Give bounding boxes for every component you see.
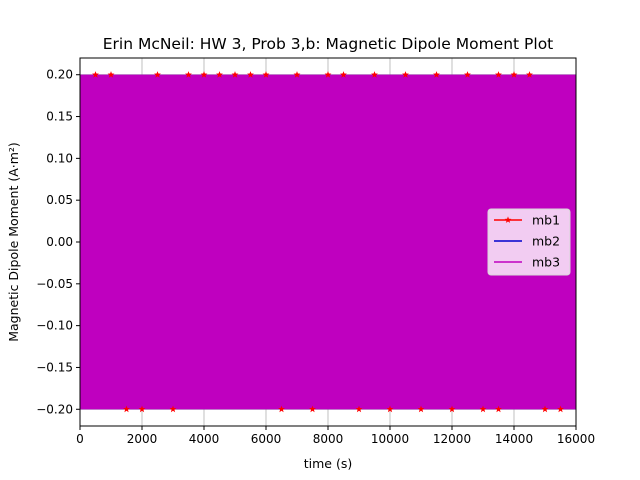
marker-mb1 xyxy=(464,71,471,78)
marker-mb1 xyxy=(495,405,502,413)
marker-mb1 xyxy=(448,405,456,413)
legend-marker-mb1 xyxy=(504,216,512,223)
marker-mb1 xyxy=(138,405,146,413)
marker-mb1 xyxy=(92,71,99,78)
marker-mb1 xyxy=(541,405,549,413)
marker-mb1 xyxy=(309,405,316,413)
y-tick-label: −0.15 xyxy=(36,360,73,374)
x-tick-label: 14000 xyxy=(495,432,533,446)
legend-box xyxy=(487,208,571,276)
marker-mb1 xyxy=(324,71,332,78)
marker-mb1 xyxy=(355,405,363,413)
legend-entry-mb2: mb2 xyxy=(494,234,560,249)
marker-mb1 xyxy=(293,71,301,78)
x-tick-label: 12000 xyxy=(433,432,471,446)
marker-mb1 xyxy=(185,71,192,78)
marker-mb1 xyxy=(216,71,223,78)
x-tick-label: 6000 xyxy=(251,432,282,446)
marker-mb1 xyxy=(402,71,409,78)
x-tick-label: 4000 xyxy=(189,432,220,446)
y-tick-label: 0.20 xyxy=(46,68,73,82)
marker-mb1 xyxy=(557,405,564,413)
marker-mb1 xyxy=(247,71,254,78)
marker-mb1 xyxy=(278,405,285,413)
x-tick-label: 0 xyxy=(76,432,84,446)
marker-mb1 xyxy=(526,71,533,78)
marker-mb1 xyxy=(386,405,394,413)
x-tick-label: 2000 xyxy=(127,432,158,446)
marker-mb1 xyxy=(169,405,177,413)
x-tick-label: 10000 xyxy=(371,432,409,446)
marker-mb1 xyxy=(479,405,487,413)
marker-mb1 xyxy=(123,405,130,413)
x-tick-label: 16000 xyxy=(557,432,595,446)
y-tick-label: −0.10 xyxy=(36,319,73,333)
legend-entry-mb1: mb1 xyxy=(494,213,560,228)
legend-entry-mb3: mb3 xyxy=(494,255,560,270)
x-tick-label: 8000 xyxy=(313,432,344,446)
y-tick-label: 0.15 xyxy=(46,110,73,124)
x-axis: 0 2000 4000 6000 8000 10000 12000 14000 16000 xyxy=(76,426,595,446)
chart-title: Erin McNeil: HW 3, Prob 3,b: Magnetic Di… xyxy=(103,35,554,53)
y-tick-label: −0.20 xyxy=(36,402,73,416)
y-tick-label: 0.10 xyxy=(46,151,73,165)
y-tick-label: −0.05 xyxy=(36,277,73,291)
marker-mb1 xyxy=(340,71,347,78)
marker-mb1 xyxy=(433,71,440,78)
legend-label-mb1: mb1 xyxy=(532,213,560,228)
marker-mb1 xyxy=(417,405,425,413)
marker-mb1 xyxy=(107,71,115,78)
y-tick-label: 0.05 xyxy=(46,193,73,207)
x-axis-label: time (s) xyxy=(304,456,352,471)
legend: mb1 mb2 mb3 xyxy=(487,208,571,276)
y-axis: −0.20 −0.15 −0.10 −0.05 0.00 0.05 0.10 0.15 0.20 xyxy=(36,68,80,416)
y-tick-label: 0.00 xyxy=(46,235,73,249)
marker-mb1 xyxy=(495,71,502,78)
marker-mb1 xyxy=(231,71,239,78)
marker-mb1 xyxy=(371,71,378,78)
y-axis-label: Magnetic Dipole Moment (A·m²) xyxy=(6,142,21,342)
marker-layer xyxy=(92,71,564,413)
marker-mb1 xyxy=(200,71,208,78)
legend-label-mb2: mb2 xyxy=(532,234,560,249)
marker-mb1 xyxy=(510,71,518,78)
marker-mb1 xyxy=(154,71,161,78)
marker-mb1 xyxy=(262,71,270,78)
legend-label-mb3: mb3 xyxy=(532,255,560,270)
